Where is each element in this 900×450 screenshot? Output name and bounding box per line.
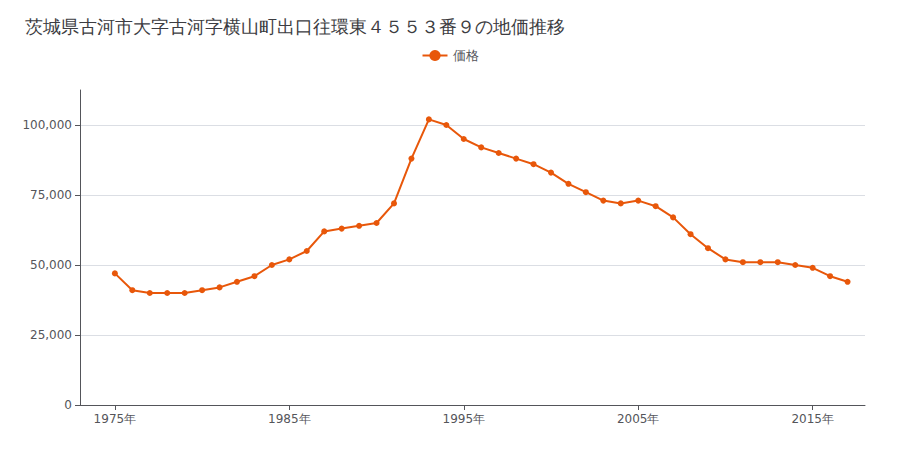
svg-text:2015年: 2015年 [791,412,834,426]
svg-text:1975年: 1975年 [94,412,137,426]
svg-text:価格: 価格 [453,48,479,63]
svg-text:1995年: 1995年 [443,412,486,426]
svg-text:2005年: 2005年 [617,412,660,426]
svg-text:100,000: 100,000 [22,118,72,132]
svg-text:0: 0 [64,398,72,412]
svg-text:75,000: 75,000 [30,188,72,202]
svg-text:1985年: 1985年 [268,412,311,426]
svg-text:茨城県古河市大字古河字横山町出口往環東４５５３番９の地価推移: 茨城県古河市大字古河字横山町出口往環東４５５３番９の地価推移 [25,16,565,37]
svg-text:25,000: 25,000 [30,328,72,342]
svg-text:50,000: 50,000 [30,258,72,272]
